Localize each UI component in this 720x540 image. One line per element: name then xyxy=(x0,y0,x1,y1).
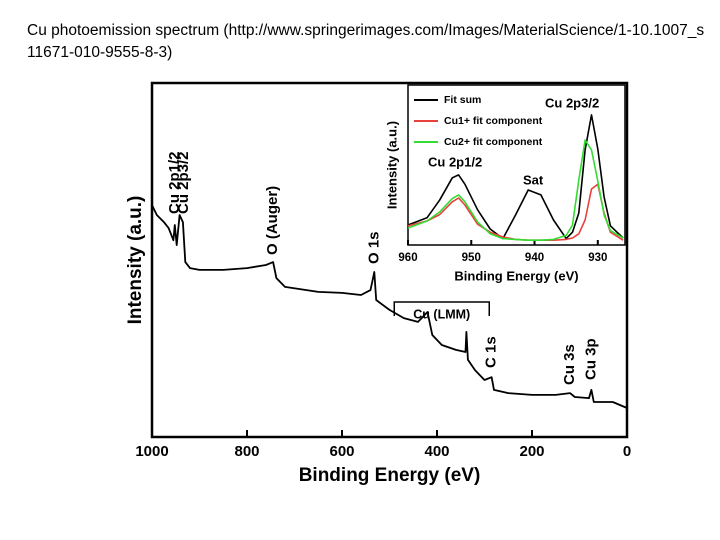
peak-label: Cu 3s xyxy=(561,344,578,385)
x-tick-label: 930 xyxy=(588,252,607,264)
x-tick-label: 960 xyxy=(398,252,417,264)
spectrum-line xyxy=(407,139,624,241)
peak-label: O 1s xyxy=(365,231,382,264)
x-tick-label: 950 xyxy=(462,252,481,264)
plot-frame xyxy=(150,81,629,439)
peak-label: Cu 2p3/2 xyxy=(545,95,599,110)
x-axis-label: Binding Energy (eV) xyxy=(454,268,578,283)
peak-label: Cu 2p3/2 xyxy=(175,151,192,214)
inset-background xyxy=(408,85,625,245)
y-axis-label: Intensity (a.u.) xyxy=(125,196,146,325)
y-axis-label: Intensity (a.u.) xyxy=(384,121,399,209)
spectrum-line xyxy=(407,114,624,240)
x-tick-label: 0 xyxy=(623,443,631,460)
spectrum-line xyxy=(151,204,628,409)
x-tick-label: 1000 xyxy=(135,443,168,460)
slide-title: Cu photoemission spectrum (http://www.sp… xyxy=(27,22,705,61)
x-tick-label: 600 xyxy=(329,443,354,460)
x-tick-label: 940 xyxy=(525,252,544,264)
plot-frame xyxy=(407,84,626,246)
x-tick-label: 800 xyxy=(234,443,259,460)
peak-label: Cu (LMM) xyxy=(413,307,470,321)
legend-label: Cu1+ fit component xyxy=(444,115,543,127)
x-axis-label: Binding Energy (eV) xyxy=(299,465,481,486)
peak-label: Cu 3p xyxy=(582,338,599,380)
peak-label: Sat xyxy=(523,172,544,187)
legend-label: Cu2+ fit component xyxy=(444,136,543,148)
peak-label: O (Auger) xyxy=(264,186,281,255)
legend-label: Fit sum xyxy=(444,94,481,106)
peak-label: C 1s xyxy=(483,336,500,368)
x-tick-label: 400 xyxy=(424,443,449,460)
bracket xyxy=(393,301,490,316)
x-tick-label: 200 xyxy=(519,443,544,460)
peak-label: Cu 2p1/2 xyxy=(428,154,482,169)
peak-label: Cu 2p1/2 xyxy=(166,151,183,214)
